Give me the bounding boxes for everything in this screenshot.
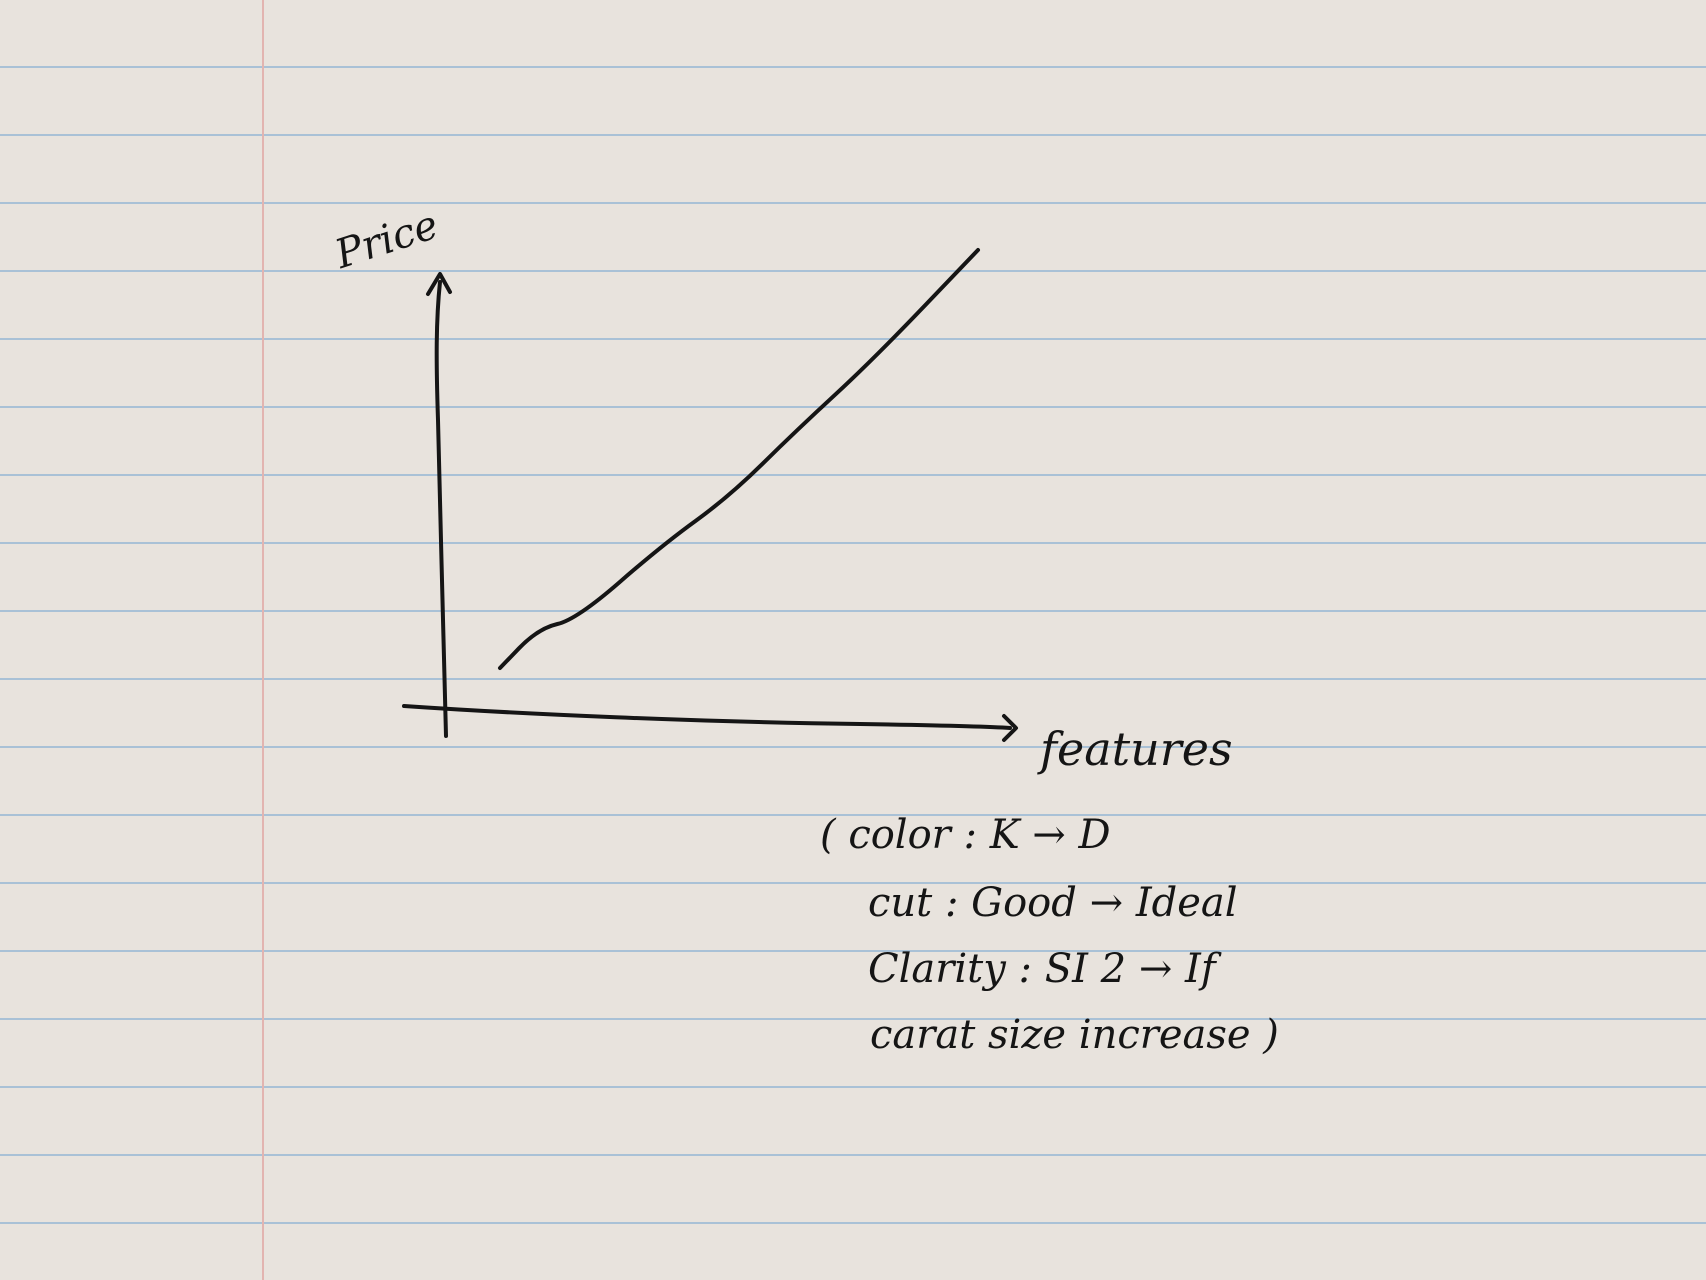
annotation-line-clarity: Clarity : SI 2 → If: [868, 946, 1216, 992]
y-axis-arrowhead: [426, 272, 452, 296]
series-line: [498, 248, 980, 670]
x-axis-label: features: [1040, 722, 1233, 776]
x-axis-arrowhead: [1002, 714, 1018, 742]
x-axis: [402, 704, 1012, 730]
annotation-line-color: ( color : K → D: [820, 812, 1111, 858]
annotation-line-carat: carat size increase ): [870, 1012, 1279, 1058]
y-axis: [434, 280, 448, 738]
margin-line: [262, 0, 264, 1280]
annotation-line-cut: cut : Good → Ideal: [868, 880, 1238, 926]
